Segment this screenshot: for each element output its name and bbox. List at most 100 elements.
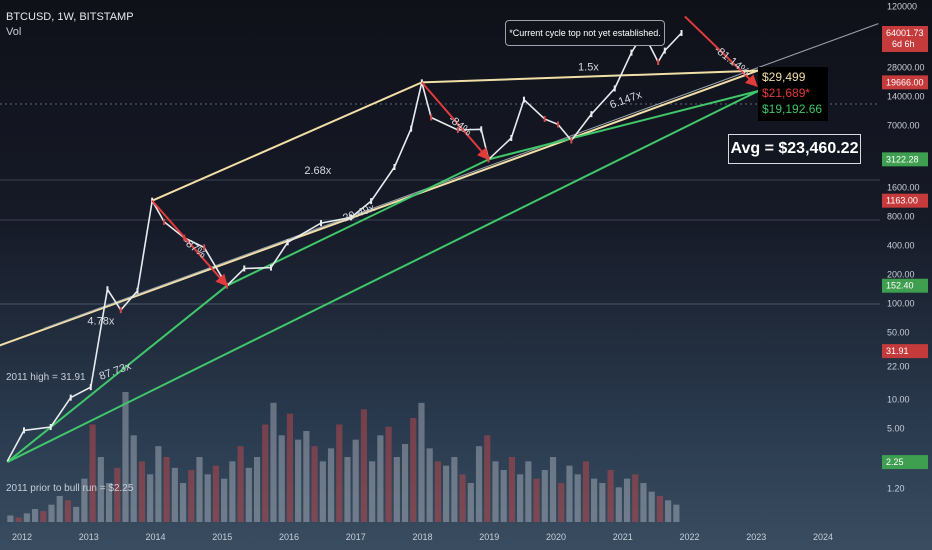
volume-bar: [147, 474, 154, 522]
volume-bar: [344, 457, 351, 522]
x-tick-label: 2022: [680, 532, 700, 542]
volume-bar: [163, 457, 170, 522]
volume-bar: [673, 504, 680, 522]
price-tag-label: 31.91: [886, 346, 909, 356]
volume-bar: [262, 424, 269, 522]
note-2011-prior: 2011 prior to bull run = $2.25: [6, 483, 134, 494]
volume-bar: [15, 517, 22, 522]
volume-bar: [303, 431, 310, 522]
target-mid: $21,689*: [762, 86, 811, 100]
x-tick-label: 2023: [746, 532, 766, 542]
price-line: [6, 31, 683, 462]
volume-bar: [525, 461, 532, 522]
volume-bar: [81, 478, 88, 522]
volume-bar: [558, 483, 565, 522]
volume-bar: [517, 474, 524, 522]
volume-bar: [533, 478, 540, 522]
cycle-top-connector: [421, 69, 759, 84]
volume-bar: [73, 506, 80, 522]
volume-bar: [105, 483, 113, 522]
y-tick-label: 800.00: [887, 211, 915, 221]
volume-bar: [237, 446, 244, 522]
volume-bar: [97, 457, 104, 522]
cycle-top-callout: *Current cycle top not yet established.: [505, 20, 665, 46]
volume-bar: [295, 439, 302, 522]
volume-bar: [221, 478, 228, 522]
chart-header: BTCUSD, 1W, BITSTAMP Vol: [6, 10, 134, 40]
volume-bar: [648, 491, 655, 522]
y-tick-label: 100.00: [887, 298, 915, 308]
cream-multiplier-label: 2.68x: [304, 165, 331, 177]
volume-bar: [114, 467, 121, 522]
price-tag-box: [882, 278, 928, 293]
price-tag-box: [882, 152, 928, 167]
trendline-cream: [0, 69, 758, 347]
price-tag-box: [882, 75, 928, 90]
price-tag-label: 152.40: [886, 281, 914, 291]
volume-bar: [56, 496, 63, 522]
volume-bar: [640, 483, 647, 522]
volume-bar: [492, 461, 499, 522]
volume-bar: [130, 435, 137, 522]
volume-bar: [245, 467, 252, 522]
cycle-top-connector: [151, 81, 423, 202]
volume-bar: [171, 467, 178, 522]
volume-bar: [385, 426, 392, 522]
volume-bar: [196, 457, 203, 522]
volume-label: Vol: [6, 26, 22, 38]
volume-bar: [336, 424, 343, 522]
trendline-grey: [43, 23, 879, 329]
volume-bar: [434, 461, 442, 522]
cycle-low-connector: [6, 284, 228, 463]
volume-bar: [574, 474, 581, 522]
x-tick-label: 2013: [79, 532, 99, 542]
volume-bar: [369, 461, 376, 522]
price-tag-label: 19666.00: [886, 77, 924, 87]
drawdown-label: -87%: [181, 236, 209, 261]
volume-bar: [393, 457, 400, 522]
volume-bar: [48, 504, 55, 522]
volume-bar: [623, 478, 631, 522]
x-tick-label: 2016: [279, 532, 299, 542]
volume-bar: [549, 457, 557, 522]
volume-bar: [270, 402, 277, 522]
volume-bar: [179, 483, 187, 522]
volume-bar: [591, 478, 598, 522]
volume-bar: [278, 435, 285, 522]
volume-bar: [582, 461, 589, 522]
volume-bar: [467, 483, 474, 522]
volume-bar: [426, 448, 433, 522]
x-tick-label: 2017: [346, 532, 366, 542]
price-tag-box: [882, 455, 928, 470]
price-tag-label: 3122.28: [886, 154, 919, 164]
x-tick-label: 2018: [413, 532, 433, 542]
volume-bar: [475, 446, 483, 522]
target-low: $19,192.66: [762, 102, 823, 116]
volume-bar: [204, 474, 211, 522]
y-tick-label: 22.00: [887, 362, 910, 372]
price-tag-sub: 6d 6h: [892, 39, 915, 49]
volume-bar: [500, 470, 507, 522]
volume-bar: [401, 444, 409, 522]
y-tick-label: 7000.00: [887, 121, 920, 131]
volume-bar: [607, 470, 614, 522]
volume-bar: [155, 446, 162, 522]
volume-bar: [484, 435, 491, 522]
price-tag-label: 1163.00: [886, 196, 918, 206]
price-tag-box: [882, 344, 928, 359]
target-top: $29,499: [762, 70, 806, 84]
volume-bar: [40, 511, 47, 522]
y-tick-label: 28000.00: [887, 63, 925, 73]
volume-bar: [360, 409, 368, 522]
volume-bar: [508, 457, 515, 522]
cream-multiplier-label: 1.5x: [578, 62, 599, 74]
price-tag-label: 2.25: [886, 457, 904, 467]
volume-bar: [615, 487, 622, 522]
y-tick-label: 1600.00: [887, 182, 920, 192]
volume-bar: [31, 509, 39, 522]
volume-bar: [7, 515, 14, 522]
drawdown-arrow: [421, 81, 490, 161]
volume-bar: [188, 470, 195, 522]
